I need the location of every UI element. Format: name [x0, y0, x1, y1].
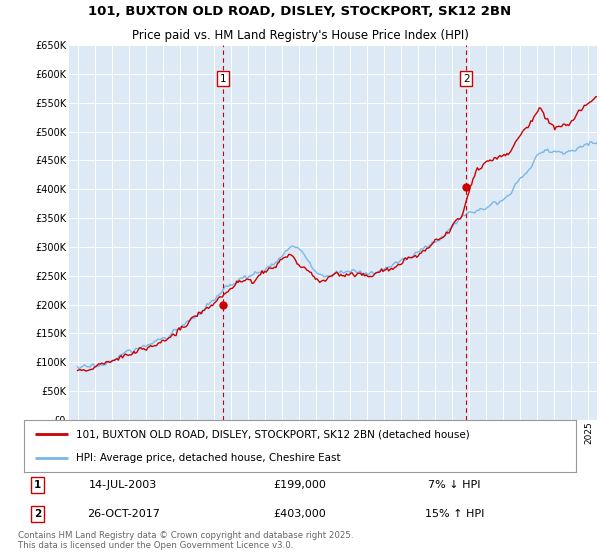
Text: 7% ↓ HPI: 7% ↓ HPI [428, 480, 481, 490]
Text: 101, BUXTON OLD ROAD, DISLEY, STOCKPORT, SK12 2BN: 101, BUXTON OLD ROAD, DISLEY, STOCKPORT,… [88, 4, 512, 18]
Text: 2: 2 [34, 508, 41, 519]
Text: 14-JUL-2003: 14-JUL-2003 [89, 480, 157, 490]
Text: 2: 2 [463, 74, 470, 84]
Text: 1: 1 [34, 480, 41, 490]
Text: 1: 1 [220, 74, 226, 84]
Text: 101, BUXTON OLD ROAD, DISLEY, STOCKPORT, SK12 2BN (detached house): 101, BUXTON OLD ROAD, DISLEY, STOCKPORT,… [76, 429, 470, 439]
Text: 15% ↑ HPI: 15% ↑ HPI [425, 508, 484, 519]
Text: Price paid vs. HM Land Registry's House Price Index (HPI): Price paid vs. HM Land Registry's House … [131, 29, 469, 41]
Text: £199,000: £199,000 [274, 480, 326, 490]
Text: £403,000: £403,000 [274, 508, 326, 519]
Text: 26-OCT-2017: 26-OCT-2017 [87, 508, 160, 519]
Text: HPI: Average price, detached house, Cheshire East: HPI: Average price, detached house, Ches… [76, 453, 341, 463]
Text: Contains HM Land Registry data © Crown copyright and database right 2025.
This d: Contains HM Land Registry data © Crown c… [18, 531, 353, 550]
